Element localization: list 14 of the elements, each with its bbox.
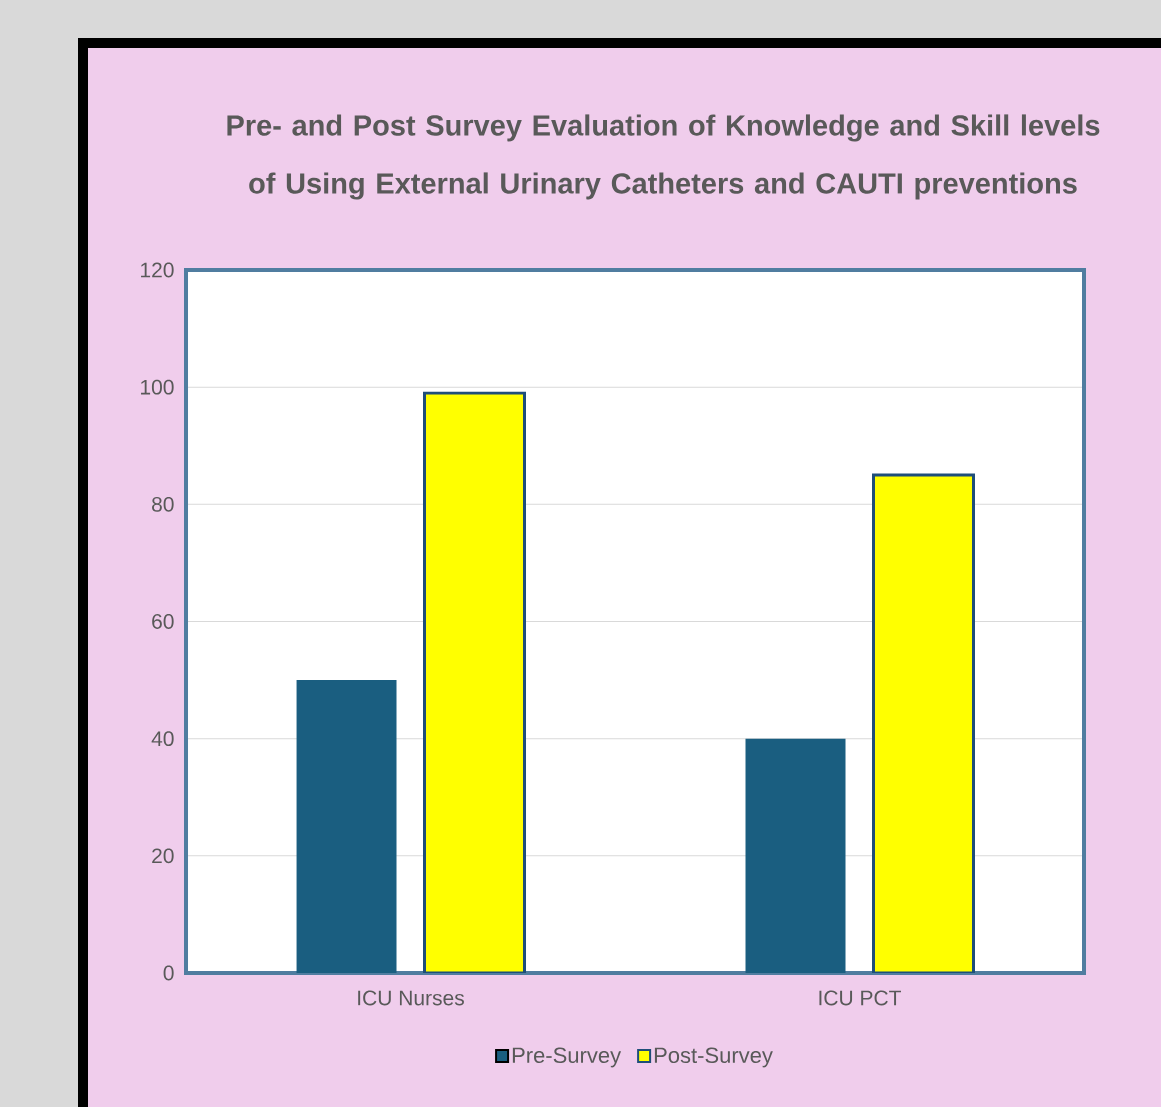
legend-label: Post-Survey	[654, 1047, 773, 1068]
x-tick-label: ICU PCT	[819, 990, 901, 1006]
x-tick-label: ICU Nurses	[358, 990, 464, 1006]
bar	[745, 738, 846, 973]
bar	[296, 680, 397, 973]
legend-label: Pre-Survey	[512, 1047, 622, 1068]
chart-title: Pre- and Post Survey Evaluation of Knowledge and Skill levels of Using External Urinary Catheters and CAUTI preventions	[227, 114, 1100, 200]
y-tick-label: 40	[151, 731, 174, 747]
y-tick-label: 0	[163, 965, 174, 981]
y-tick-label: 60	[152, 614, 174, 629]
y-tick-label: 120	[141, 262, 174, 278]
y-tick-label: 80	[152, 496, 174, 512]
y-tick-label: 20	[152, 848, 174, 864]
y-tick-label: 100	[141, 379, 174, 395]
